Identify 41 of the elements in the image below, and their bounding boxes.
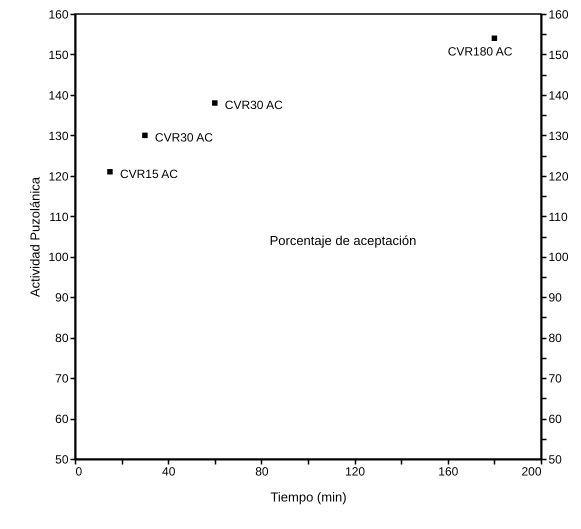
y2-tick-label: 110 [548,210,568,224]
y-tick-label: 110 [49,210,69,224]
y-tick-label: 160 [48,8,69,22]
y2-tick-label: 70 [548,372,562,386]
y-tick-label: 130 [48,128,69,143]
point [212,100,218,106]
x-tick-label: 120 [345,464,366,478]
y-axis-title: Actividad Puzolánica [27,176,42,297]
y2-tick-label: 120 [548,169,569,184]
point [107,169,113,175]
y-tick-label: 100 [48,250,69,264]
x-tick-label: 200 [521,464,542,478]
y2-tick-label: 60 [548,412,562,426]
y-tick-label: 120 [48,169,69,184]
annotation: CVR30 AC [224,98,284,112]
x-tick-label: 40 [162,464,176,478]
y2-tick-label: 130 [548,128,569,143]
x-tick-label: 80 [255,464,269,478]
x-tick-label: 0 [76,464,82,478]
y-tick-label: 90 [55,290,69,305]
y-tick-label: 50 [55,452,69,466]
y2-tick-label: 150 [548,48,569,62]
y2-tick-label: 100 [548,250,569,264]
y2-tick-label: 50 [548,452,562,466]
y-tick-label: 150 [48,48,69,62]
y2-tick-label: 140 [548,88,569,102]
x-tick-label: 160 [438,464,459,478]
y2-tick-label: 160 [548,8,569,22]
y-tick-label: 70 [55,372,69,386]
point [492,36,498,42]
point [142,132,148,138]
annotation: CVR15 AC [120,166,178,181]
annotation: Porcentaje de aceptación [270,232,416,248]
y2-tick-label: 80 [548,331,562,346]
x-axis-title: Tiempo (min) [270,490,347,504]
annotation: CVR30 AC [154,130,214,144]
y-tick-label: 140 [48,88,69,102]
y-tick-label: 80 [55,331,69,346]
y-tick-label: 60 [55,412,69,426]
y2-tick-label: 90 [548,290,562,305]
annotation: CVR180 AC [448,44,513,58]
